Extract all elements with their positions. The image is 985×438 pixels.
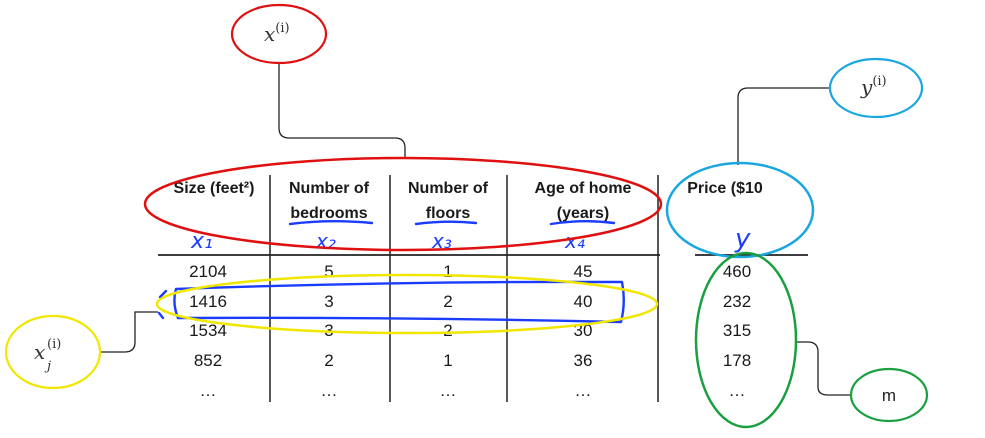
cell-age: 36 <box>574 351 593 370</box>
hand-label-y: y <box>734 224 751 254</box>
cell-size: 1416 <box>189 292 227 311</box>
cell-floors: 1 <box>443 262 452 281</box>
cell-floors: 2 <box>443 292 452 311</box>
highlight-box-row-2 <box>173 280 625 324</box>
cell-size: … <box>200 381 217 400</box>
row-2-arrow-marks <box>157 289 168 320</box>
connector-x-i <box>278 63 406 158</box>
cell-bedrooms: 5 <box>324 262 333 281</box>
annotation-count: m <box>849 367 929 423</box>
header-floors-line2: floors <box>426 205 471 222</box>
table-row: 852 2 1 36 178 <box>194 351 751 370</box>
single-feature-bubble <box>4 314 102 390</box>
cell-age: … <box>575 381 592 400</box>
features-bubble <box>230 3 328 65</box>
table-row: 1416 3 2 40 232 <box>189 292 751 311</box>
target-bubble <box>828 57 924 119</box>
hand-label-x1: x₁ <box>190 229 213 254</box>
table-row: 2104 5 1 45 460 <box>189 262 751 281</box>
annotation-features: x(i) <box>230 3 328 65</box>
hand-label-x4: x₄ <box>564 229 585 253</box>
cell-size: 1534 <box>189 321 227 340</box>
count-bubble <box>849 367 929 423</box>
connector-x-j-i <box>100 311 158 353</box>
single-feature-label: x (i) j <box>34 337 61 374</box>
target-ellipse <box>665 161 815 259</box>
underline-floors <box>414 220 478 226</box>
cell-price: 178 <box>723 351 751 370</box>
connector-y-i <box>737 87 832 165</box>
header-size: Size (feet²) <box>174 180 255 197</box>
cell-price: … <box>729 381 746 400</box>
cell-floors: 2 <box>443 321 452 340</box>
hand-label-x3: x₃ <box>431 229 452 253</box>
header-price: Price ($10 <box>687 180 763 197</box>
features-label: x(i) <box>264 21 290 46</box>
header-floors-line1: Number of <box>408 180 489 197</box>
table-body: 2104 5 1 45 460 1416 3 2 40 232 1534 3 2… <box>189 262 751 400</box>
count-label: m <box>882 386 896 405</box>
cell-size: 852 <box>194 351 222 370</box>
connector-m <box>795 341 850 396</box>
table-row: 1534 3 2 30 315 <box>189 321 751 340</box>
table-row: … … … … … <box>200 381 746 400</box>
underline-bedrooms <box>288 220 374 226</box>
cell-floors: … <box>440 381 457 400</box>
header-bedrooms-line1: Number of <box>289 180 370 197</box>
target-label: y(i) <box>860 74 887 99</box>
count-ellipse <box>694 251 798 429</box>
cell-floors: 1 <box>443 351 452 370</box>
annotation-target: y(i) <box>828 57 924 119</box>
annotation-single-feature: x (i) j <box>4 314 102 390</box>
header-age-line1: Age of home <box>535 180 632 197</box>
header-bedrooms-line2: bedrooms <box>290 205 367 222</box>
cell-bedrooms: 2 <box>324 351 333 370</box>
cell-bedrooms: 3 <box>324 292 333 311</box>
cell-price: 460 <box>723 262 751 281</box>
cell-price: 315 <box>723 321 751 340</box>
cell-age: 40 <box>574 292 593 311</box>
features-ellipse <box>143 156 663 252</box>
cell-price: 232 <box>723 292 751 311</box>
cell-size: 2104 <box>189 262 227 281</box>
underline-age <box>549 220 616 226</box>
header-age-line2: (years) <box>557 205 609 222</box>
cell-bedrooms: … <box>321 381 338 400</box>
row-ellipse <box>155 273 659 335</box>
cell-age: 45 <box>574 262 593 281</box>
